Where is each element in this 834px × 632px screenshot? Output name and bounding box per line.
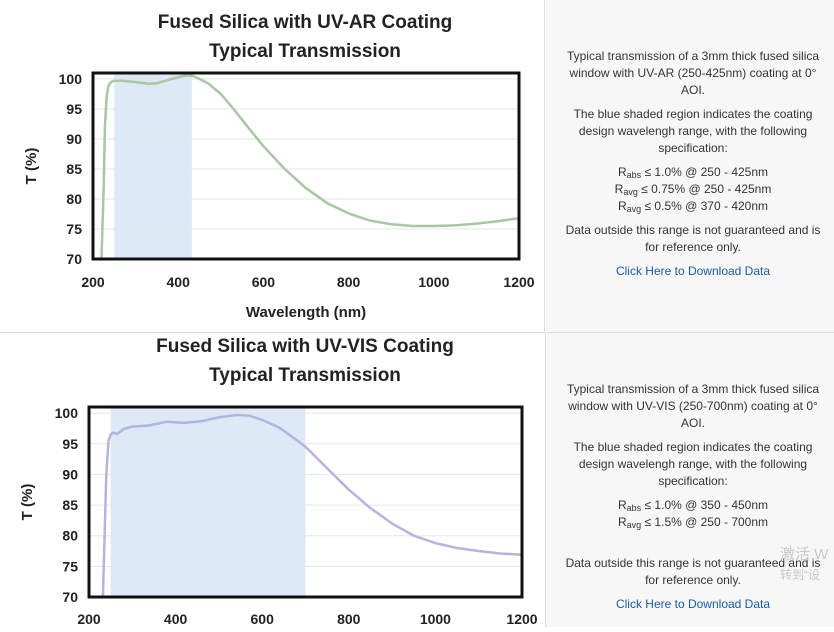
y-axis-label: T (%) (23, 148, 40, 185)
chart-cell-uv-vis: Fused Silica with UV-VIS Coating Typical … (0, 333, 546, 627)
y-tick-label: 100 (59, 71, 83, 87)
y-tick-label: 90 (62, 466, 78, 482)
y-tick-label: 90 (66, 131, 82, 147)
y-tick-label: 85 (62, 497, 78, 513)
description-shaded-note: The blue shaded region indicates the coa… (573, 107, 813, 155)
activation-watermark: 激活 W 转到“设 (780, 545, 828, 585)
x-tick-label: 800 (337, 274, 361, 290)
description-cell-uv-vis: Typical transmission of a 3mm thick fuse… (546, 333, 834, 627)
spec-list: Rabs ≤ 1.0% @ 350 - 450nm Ravg ≤ 1.5% @ … (560, 497, 826, 531)
description-intro: Typical transmission of a 3mm thick fuse… (566, 382, 820, 430)
y-tick-label: 75 (66, 221, 82, 237)
y-tick-label: 85 (66, 161, 82, 177)
plot-frame (87, 405, 524, 599)
y-tick-label: 95 (62, 436, 78, 452)
description-intro: Typical transmission of a 3mm thick fuse… (566, 49, 820, 97)
transmission-chart-uv-ar: Fused Silica with UV-AR Coating Typical T… (23, 12, 535, 321)
spec-line: Ravg ≤ 0.5% @ 370 - 420nm (617, 199, 769, 214)
spec-line: Rabs ≤ 1.0% @ 250 - 425nm (617, 165, 769, 180)
y-tick-label: 80 (66, 191, 82, 207)
y-tick-label: 70 (62, 589, 78, 605)
plot-frame (91, 71, 521, 261)
design-range-shade (114, 73, 192, 259)
x-tick-label: 1200 (506, 611, 537, 627)
x-tick-label: 400 (164, 611, 188, 627)
chart-title: Fused Silica with UV-AR Coating (158, 12, 453, 33)
x-tick-label: 800 (337, 611, 361, 627)
x-tick-label: 1000 (420, 611, 451, 627)
x-tick-label: 1000 (418, 274, 449, 290)
x-axis-label: Wavelength (nm) (246, 304, 366, 321)
x-tick-label: 600 (251, 611, 275, 627)
download-data-link[interactable]: Click Here to Download Data (615, 264, 771, 278)
transmission-chart-uv-vis: Fused Silica with UV-VIS Coating Typical … (19, 336, 538, 627)
description-cell-uv-ar: Typical transmission of a 3mm thick fuse… (546, 0, 834, 333)
description-shaded-note: The blue shaded region indicates the coa… (573, 440, 813, 488)
x-tick-label: 200 (77, 611, 101, 627)
watermark-line: 转到“设 (780, 568, 820, 582)
watermark-line: 激活 W (780, 546, 829, 563)
design-range-shade (110, 407, 306, 597)
y-tick-label: 80 (62, 528, 78, 544)
spec-line: Ravg ≤ 1.5% @ 250 - 700nm (617, 515, 769, 530)
x-tick-label: 200 (81, 274, 105, 290)
y-tick-label: 100 (55, 405, 79, 421)
description-block-uv-vis: Typical transmission of a 3mm thick fuse… (560, 381, 826, 613)
y-tick-label: 70 (66, 251, 82, 267)
y-tick-label: 95 (66, 101, 82, 117)
y-tick-label: 75 (62, 558, 78, 574)
y-axis-label: T (%) (19, 484, 36, 521)
chart-title: Fused Silica with UV-VIS Coating (156, 336, 454, 357)
download-data-link[interactable]: Click Here to Download Data (615, 597, 771, 611)
transmission-series-line (100, 74, 519, 259)
spec-line: Rabs ≤ 1.0% @ 350 - 450nm (617, 498, 769, 513)
product-row-uv-ar: Fused Silica with UV-AR Coating Typical T… (0, 0, 834, 333)
x-tick-label: 1200 (503, 274, 534, 290)
chart-subtitle: Typical Transmission (209, 41, 401, 62)
product-row-uv-vis: Fused Silica with UV-VIS Coating Typical … (0, 333, 834, 627)
chart-subtitle: Typical Transmission (209, 365, 401, 386)
x-tick-label: 600 (252, 274, 276, 290)
description-block-uv-ar: Typical transmission of a 3mm thick fuse… (560, 48, 826, 280)
reference-note: Data outside this range is not guarantee… (565, 223, 821, 254)
reference-note: Data outside this range is not guarantee… (565, 556, 821, 587)
spec-list: Rabs ≤ 1.0% @ 250 - 425nm Ravg ≤ 0.75% @… (560, 164, 826, 215)
spec-line: Ravg ≤ 0.75% @ 250 - 425nm (614, 182, 772, 197)
chart-cell-uv-ar: Fused Silica with UV-AR Coating Typical T… (0, 0, 545, 333)
transmission-series-line (101, 413, 522, 597)
x-tick-label: 400 (167, 274, 191, 290)
